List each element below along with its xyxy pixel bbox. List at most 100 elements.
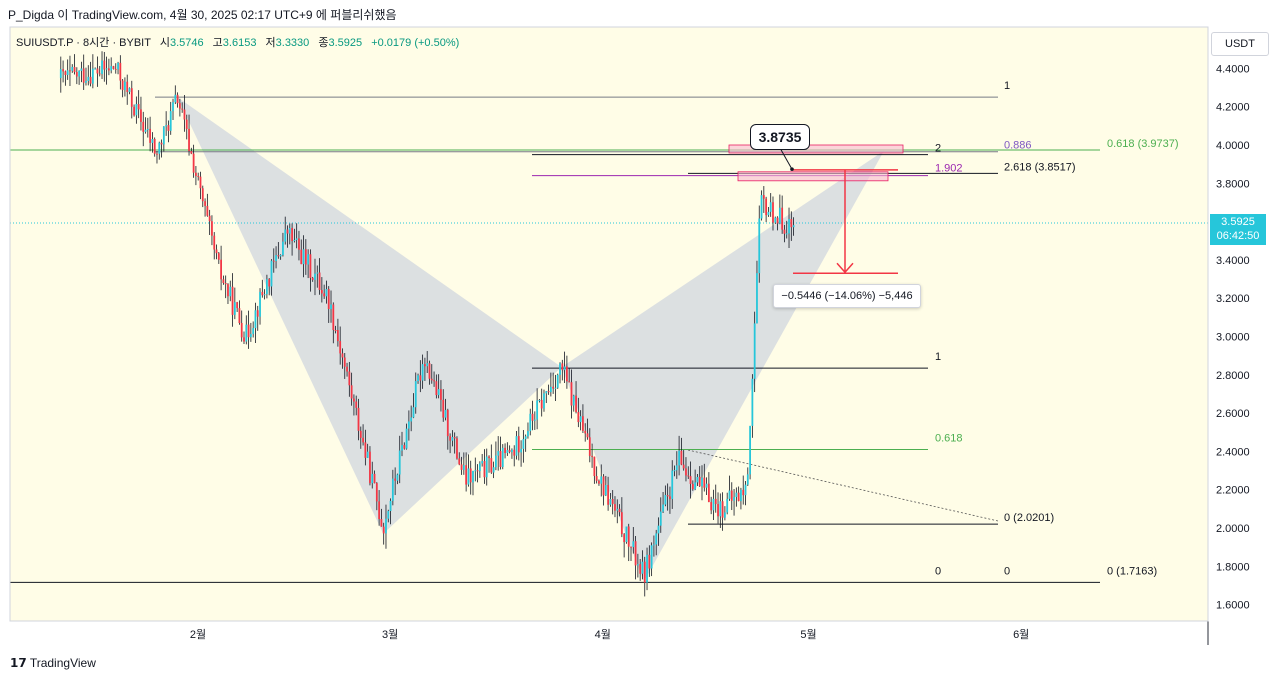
candle-body <box>682 464 685 469</box>
candle <box>85 67 87 86</box>
candle <box>428 360 431 385</box>
candle-body <box>437 389 440 396</box>
currency-button[interactable]: USDT <box>1211 32 1269 56</box>
candle-body <box>332 304 335 331</box>
candle-body <box>350 385 353 399</box>
price-callout[interactable]: 3.8735 <box>750 124 810 150</box>
candle-body <box>483 461 486 478</box>
candle <box>634 535 637 580</box>
candle <box>206 193 209 217</box>
candle <box>785 220 788 239</box>
candle <box>348 361 351 397</box>
candle-body <box>286 229 289 234</box>
fib-levels: 1 0.618 (3.9737) 0.886 2 2.618 (3.8517) 1.902… <box>10 80 1208 583</box>
fib-label: 0 <box>1004 565 1010 577</box>
candle <box>680 437 683 466</box>
candle-body <box>410 417 413 422</box>
candle <box>140 96 142 131</box>
candle-body <box>655 533 658 545</box>
candle <box>524 434 527 452</box>
candle <box>421 354 424 389</box>
candle <box>188 114 190 156</box>
candle-body <box>165 125 168 127</box>
candle-body <box>91 68 94 84</box>
candle <box>666 483 669 511</box>
candle <box>98 65 101 77</box>
candle <box>94 67 97 70</box>
candle-body <box>160 142 163 145</box>
candle <box>213 232 216 260</box>
candle <box>462 452 465 475</box>
candle-body <box>478 463 481 471</box>
candle <box>78 70 81 85</box>
candle <box>105 56 108 85</box>
candle <box>371 461 374 489</box>
candle <box>316 265 319 288</box>
fib-label: 1 <box>1004 80 1010 92</box>
candle-body <box>224 282 227 285</box>
candle <box>176 92 179 108</box>
candle-body <box>675 465 678 471</box>
tradingview-logo[interactable]: 𝟭𝟳 TradingView <box>10 656 96 670</box>
candle-body <box>740 489 742 502</box>
candle <box>495 441 497 471</box>
candle-body <box>556 374 559 388</box>
candle-body <box>359 430 362 438</box>
candle-body <box>309 254 312 278</box>
symbol-name[interactable]: SUIUSDT.P · 8시간 · BYBIT <box>16 37 151 49</box>
candle-body <box>405 428 408 449</box>
candle <box>217 252 220 264</box>
candle <box>501 444 504 470</box>
price-range-measure[interactable]: −0.5446 (−14.06%) −5,446 <box>773 284 921 308</box>
candle <box>197 172 200 181</box>
candle-body <box>453 436 456 439</box>
candle-body <box>758 218 761 274</box>
candle-body <box>591 455 593 457</box>
candle-body <box>110 66 113 71</box>
candle <box>765 196 768 223</box>
candle <box>114 63 117 74</box>
candle <box>719 493 722 528</box>
candle <box>227 283 229 305</box>
candle <box>288 223 291 245</box>
y-tick-label: 2.6000 <box>1216 408 1250 420</box>
candle-body <box>559 363 561 375</box>
candle-body <box>364 442 367 458</box>
candle-body <box>295 238 298 240</box>
candle-body <box>430 378 433 381</box>
candle <box>110 57 113 74</box>
candle-body <box>547 391 550 393</box>
candle-body <box>586 433 589 438</box>
candle-body <box>112 66 115 69</box>
candle-body <box>643 561 646 583</box>
candle-body <box>318 272 321 290</box>
candle <box>389 498 392 525</box>
candle <box>410 405 413 432</box>
candle-body <box>231 286 234 315</box>
candle-body <box>504 447 506 454</box>
candle <box>588 428 591 463</box>
y-tick-label: 3.4000 <box>1216 255 1250 267</box>
candle-body <box>462 465 465 470</box>
candle-body <box>373 473 376 484</box>
candle <box>735 487 738 507</box>
candle-body <box>183 109 186 120</box>
candle-body <box>323 293 326 297</box>
y-tick-label: 4.4000 <box>1216 63 1250 75</box>
candle-body <box>71 66 74 71</box>
y-tick-label: 2.4000 <box>1216 446 1250 458</box>
candle-body <box>595 476 598 481</box>
candle <box>357 398 360 441</box>
candle <box>117 61 119 75</box>
candle <box>600 464 603 497</box>
x-tick-label: 3월 <box>382 628 398 641</box>
candle <box>293 228 296 243</box>
candle-body <box>137 104 140 110</box>
candle <box>385 504 387 549</box>
prz-box-lower <box>737 171 889 182</box>
candle <box>529 408 532 436</box>
candles <box>59 51 795 597</box>
candle-body <box>254 310 257 329</box>
candle <box>153 137 156 157</box>
